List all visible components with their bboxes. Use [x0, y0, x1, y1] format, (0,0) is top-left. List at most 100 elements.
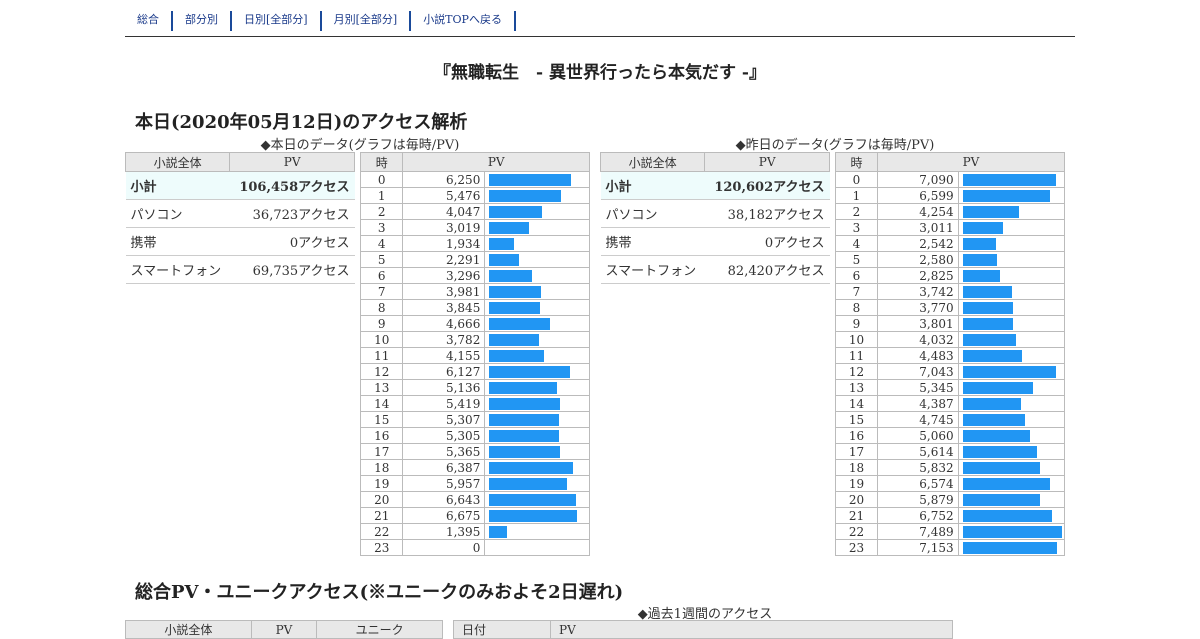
pv-bar [962, 493, 1040, 506]
summary-header-pv: PV [229, 152, 355, 172]
pv-value: 0 [402, 539, 486, 556]
pv-value: 7,090 [876, 171, 959, 188]
pv-bar-cell [957, 427, 1066, 444]
hour-row: 1 6,599 [835, 187, 1066, 204]
hour-label: 5 [835, 251, 878, 268]
pv-bar-cell [484, 459, 590, 476]
row-label: 小計 [600, 171, 705, 200]
hour-row: 6 3,296 [359, 267, 590, 284]
hour-row: 14 5,419 [359, 395, 590, 412]
hour-row: 0 7,090 [835, 171, 1066, 188]
pv-bar-cell [957, 379, 1066, 396]
pv-bar-cell [484, 379, 590, 396]
hour-label: 22 [835, 523, 878, 540]
table-row: パソコン 36,723アクセス [125, 199, 355, 228]
pv-bar-cell [957, 235, 1066, 252]
hour-label: 18 [835, 459, 878, 476]
pv-bar-cell [957, 523, 1066, 540]
pv-value: 4,032 [876, 331, 959, 348]
table-row: 携帯 0アクセス [125, 227, 355, 256]
pv-value: 5,060 [876, 427, 959, 444]
hour-row: 20 6,643 [359, 491, 590, 508]
hour-label: 23 [359, 539, 404, 556]
hour-label: 9 [359, 315, 404, 332]
hour-row: 12 6,127 [359, 363, 590, 380]
yesterday-hourly-table: 時 PV 0 7,090 1 6,599 2 4,254 3 3,011 4 2,542 5 2,58… [835, 152, 1066, 556]
row-value: 38,182アクセス [704, 199, 830, 228]
hour-row: 17 5,614 [835, 443, 1066, 460]
pv-bar [489, 477, 568, 490]
pv-bar [489, 429, 560, 442]
today-hourly-table: 時 PV 0 6,250 1 5,476 2 4,047 3 3,019 4 1,934 5 2,29… [359, 152, 590, 556]
pv-bar [962, 397, 1021, 410]
hour-label: 5 [359, 251, 404, 268]
hour-row: 0 6,250 [359, 171, 590, 188]
nav-daily-link[interactable]: 日別[全部分] [232, 11, 322, 31]
pv-bar-cell [484, 411, 590, 428]
pv-bar [489, 333, 540, 346]
pv-header: PV [402, 152, 590, 172]
pv-bar-cell [484, 251, 590, 268]
pv-bar-cell [957, 171, 1066, 188]
hour-label: 6 [835, 267, 878, 284]
table-row: スマートフォン 82,420アクセス [600, 255, 830, 284]
hour-label: 22 [359, 523, 404, 540]
hour-row: 13 5,345 [835, 379, 1066, 396]
hour-label: 1 [835, 187, 878, 204]
hour-row: 22 1,395 [359, 523, 590, 540]
pv-bar-cell [957, 443, 1066, 460]
summary-header-pv: PV [704, 152, 830, 172]
hour-label: 11 [835, 347, 878, 364]
hour-row: 15 5,307 [359, 411, 590, 428]
hour-row: 10 4,032 [835, 331, 1066, 348]
pv-bar-cell [484, 507, 590, 524]
hour-label: 14 [359, 395, 404, 412]
pv-bar-cell [957, 459, 1066, 476]
pv-bar [962, 413, 1025, 426]
hour-row: 11 4,483 [835, 347, 1066, 364]
row-value: 106,458アクセス [229, 171, 355, 200]
nav-monthly-link[interactable]: 月別[全部分] [322, 11, 412, 31]
nav-novel-top-link[interactable]: 小説TOPへ戻る [411, 11, 516, 31]
pv-bar [489, 221, 530, 234]
pv-bar [489, 205, 543, 218]
row-label: パソコン [600, 199, 705, 228]
row-label: 小計 [125, 171, 230, 200]
pv-bar-cell [484, 475, 590, 492]
hour-row: 20 5,879 [835, 491, 1066, 508]
pv-value: 6,250 [402, 171, 486, 188]
hour-label: 21 [835, 507, 878, 524]
nav-parts-link[interactable]: 部分別 [173, 11, 232, 31]
hour-label: 15 [835, 411, 878, 428]
pv-value: 5,614 [876, 443, 959, 460]
pv-bar [489, 349, 545, 362]
hour-label: 20 [359, 491, 404, 508]
pv-value: 2,291 [402, 251, 486, 268]
pv-bar-cell [957, 395, 1066, 412]
pv-value: 5,879 [876, 491, 959, 508]
pv-bar [489, 317, 551, 330]
hour-label: 17 [359, 443, 404, 460]
pv-value: 4,745 [876, 411, 959, 428]
nav-overview-link[interactable]: 総合 [125, 11, 173, 31]
hour-label: 10 [359, 331, 404, 348]
hour-label: 14 [835, 395, 878, 412]
hour-row: 10 3,782 [359, 331, 590, 348]
hour-header: 時 [835, 152, 878, 172]
pv-bar [962, 541, 1057, 554]
pv-bar [962, 205, 1019, 218]
hour-label: 8 [835, 299, 878, 316]
pv-bar [489, 413, 560, 426]
pv-value: 3,019 [402, 219, 486, 236]
pv-value: 6,127 [402, 363, 486, 380]
pv-bar [962, 173, 1056, 186]
hour-label: 12 [359, 363, 404, 380]
hour-label: 7 [359, 283, 404, 300]
pv-bar [489, 365, 571, 378]
hour-row: 2 4,047 [359, 203, 590, 220]
hour-label: 13 [835, 379, 878, 396]
pv-bar-cell [484, 347, 590, 364]
row-value: 0アクセス [704, 227, 830, 256]
pv-header: PV [876, 152, 1066, 172]
pv-bar-cell [484, 267, 590, 284]
